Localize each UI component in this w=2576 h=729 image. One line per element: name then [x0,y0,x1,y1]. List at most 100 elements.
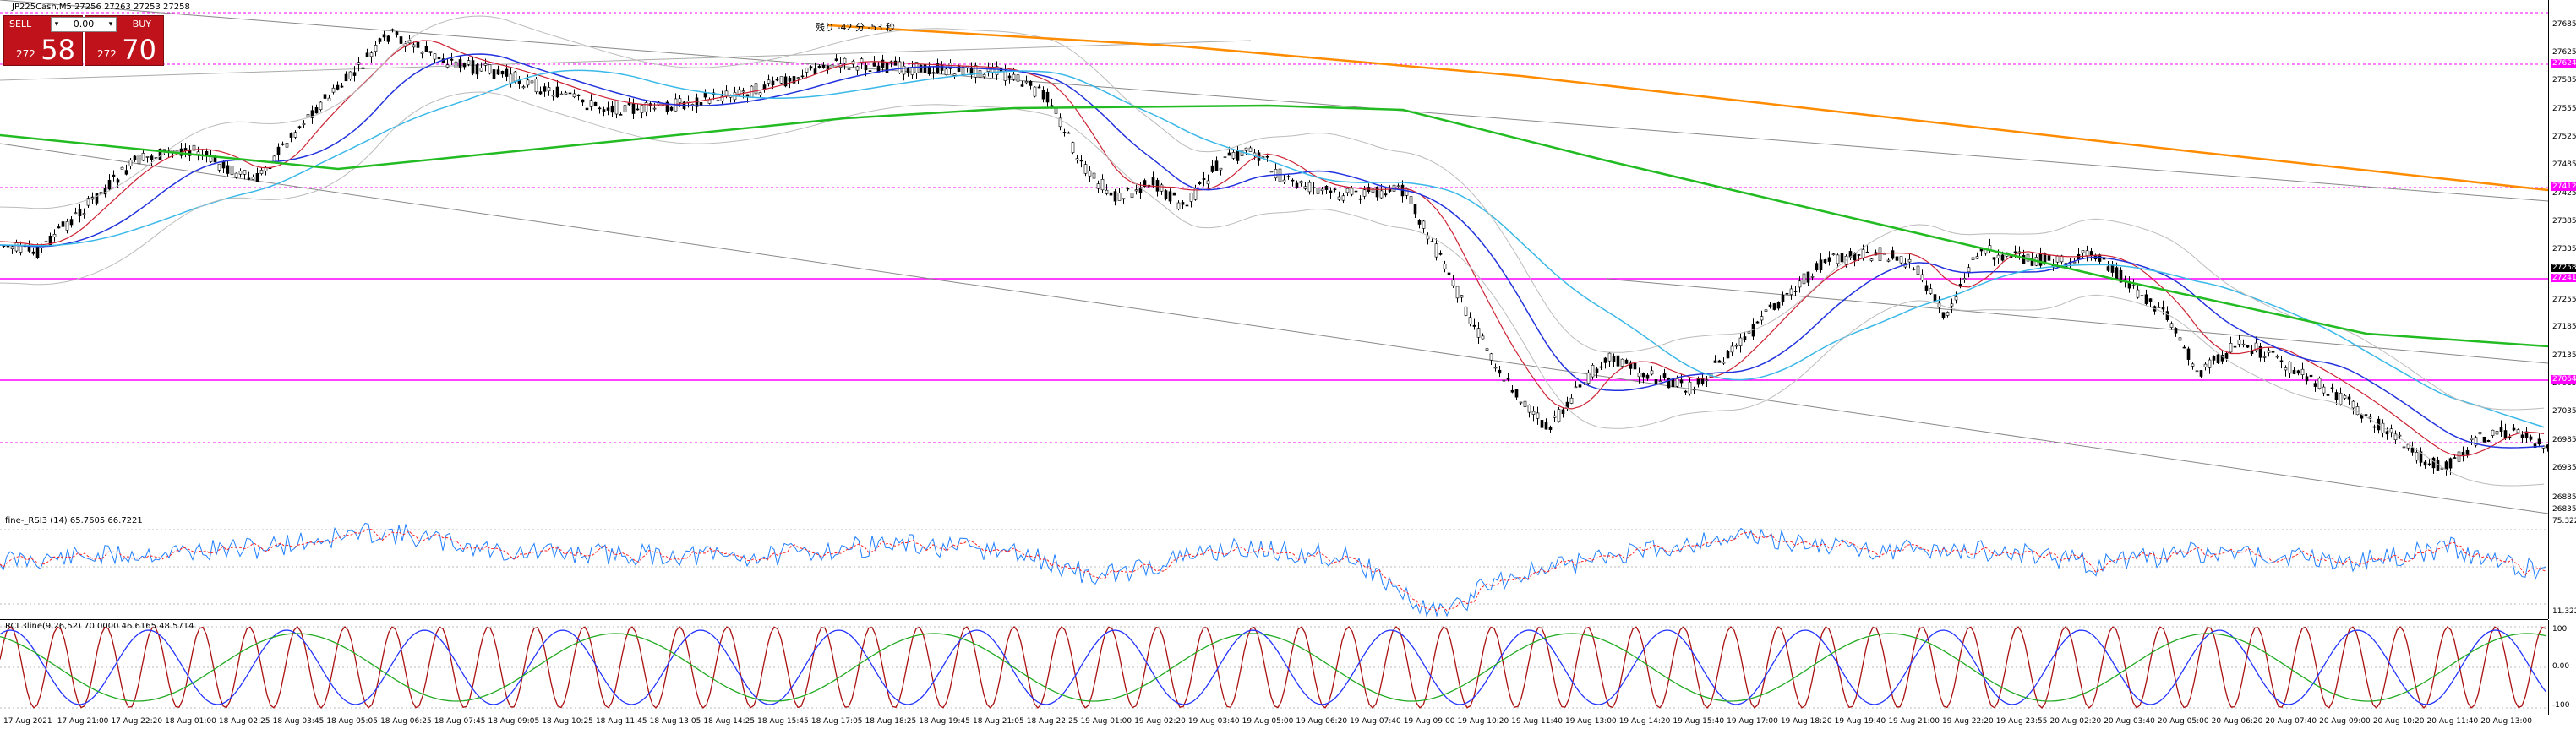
candle-body [1688,381,1692,394]
candle-body [2186,348,2191,360]
candle-body [2182,346,2186,349]
time-axis-label: 18 Aug 10:25 [542,717,593,726]
lot-size-input[interactable]: ▾ 0.00 ▾ [51,17,117,32]
candle-body [2309,374,2313,378]
candle-body [323,94,327,99]
candle-body [293,132,297,138]
candle-body [1840,253,1844,263]
price-chart-pane[interactable]: JP225Cash,M5 27256 27263 27253 27258 残り … [0,0,2548,514]
candle-body [2106,266,2110,271]
buy-button[interactable]: BUY 272 70 [85,15,164,66]
candle-body [374,45,378,52]
candle-body [395,31,399,35]
candle-body [1591,365,1595,378]
candle-body [2224,352,2229,359]
candle-body [813,68,817,75]
candle-body [669,106,674,111]
time-axis-label: 19 Aug 09:00 [1403,717,1455,726]
rci-axis-100: 100 [2552,625,2568,634]
trendline-lower [0,143,2548,514]
candle-body [336,84,340,90]
candle-body [1971,257,1975,261]
time-axis-label: 18 Aug 19:45 [919,717,970,726]
rsi-indicator-pane[interactable]: fine-_RSI3 (14) 65.7605 66.7221 [0,514,2548,620]
candle-body [847,68,851,70]
candle-body [2000,254,2005,261]
candle-body [1100,179,1105,191]
candle-body [107,180,112,190]
candle-body [2495,431,2499,435]
lot-size-value: 0.00 [73,19,95,30]
candle-body [2233,345,2237,348]
candle-body [2305,376,2309,382]
candle-body [1350,188,1354,195]
candle-body [82,213,86,215]
candle-body [2262,356,2267,358]
candle-body [264,167,268,171]
candle-body [1236,150,1240,161]
candle-body [1041,90,1045,100]
candle-body [1755,321,1760,324]
candle-body [1181,202,1185,205]
price-axis-label: 27555 [2552,105,2576,113]
candle-body [1700,378,1705,384]
candle-body [2499,427,2503,433]
candle-body [467,60,471,65]
candle-body [1586,372,1591,384]
candle-body [2292,369,2296,374]
candle-body [2516,429,2520,433]
candle-body [860,58,864,64]
candle-body [1891,250,1895,259]
rci-axis[interactable]: 100 0.00 -100 [2548,620,2576,715]
lot-increase-icon[interactable]: ▾ [108,20,113,29]
candle-body [1722,362,1726,364]
candle-body [2474,437,2478,446]
candle-body [2191,363,2195,367]
candle-body [2402,446,2406,449]
candle-body [2136,289,2140,298]
candle-body [796,77,800,79]
price-axis-label: 27085 [2552,379,2576,388]
candle-body [1726,351,1730,359]
candle-body [1717,360,1722,363]
price-axis-label: 27255 [2552,296,2576,304]
candle-body [1675,378,1679,387]
candle-body [1907,258,1912,263]
price-axis[interactable]: 27685 27625 27585 27555 27525 27485 27425 27385… [2548,0,2576,514]
price-axis-label: 27625 [2552,48,2576,57]
lot-decrease-icon[interactable]: ▾ [54,20,59,29]
candle-body [783,76,788,87]
candle-body [2216,354,2220,363]
candle-body [1734,345,1738,347]
rci-indicator-pane[interactable]: RCI 3line(9,26,52) 70.0000 46.6165 48.57… [0,620,2548,715]
candle-body [665,101,669,112]
time-axis[interactable]: 17 Aug 2021 17 Aug 21:00 17 Aug 22:20 18 Au… [0,715,2576,729]
candle-body [788,77,792,82]
candle-body [1160,184,1164,192]
time-axis-label: 19 Aug 21:00 [1888,717,1940,726]
rsi-axis[interactable]: 75.3227 11.3227 [2548,514,2576,619]
candle-body [1519,401,1523,404]
candle-body [1405,188,1409,196]
candle-body [2410,447,2415,453]
candle-body [2364,414,2368,416]
candle-body [2237,340,2241,345]
candle-body [1468,317,1472,324]
time-axis-label: 20 Aug 10:20 [2372,717,2425,726]
candle-body [1113,191,1117,202]
candle-body [2448,458,2453,469]
candle-body [2212,356,2216,361]
time-axis-label: 18 Aug 13:05 [649,717,701,726]
candle-body [1485,348,1489,351]
candle-body [1117,192,1122,201]
candle-body [2055,256,2060,263]
candle-body [500,71,505,75]
candle-body [2279,360,2284,362]
time-axis-label: 19 Aug 15:40 [1673,717,1725,726]
candle-body [133,155,137,160]
time-axis-label: 17 Aug 2021 [3,717,52,726]
candle-body [1291,179,1295,182]
candle-body [1641,373,1645,378]
candle-body [521,86,526,89]
